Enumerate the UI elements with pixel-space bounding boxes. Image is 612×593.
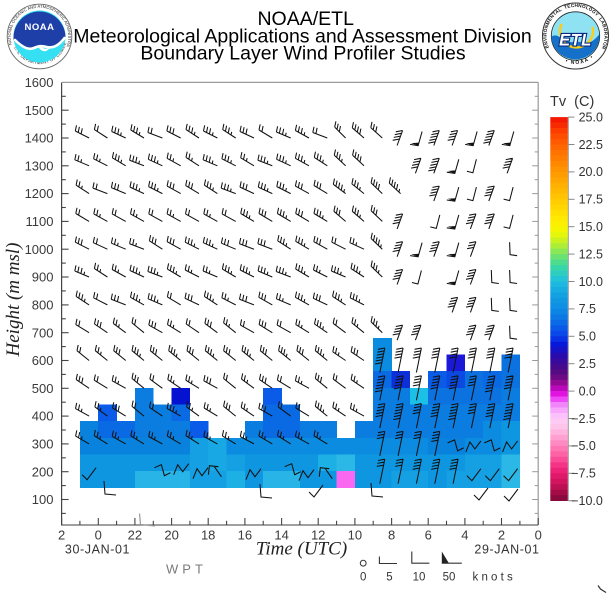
svg-text:16: 16 [238,528,252,543]
svg-text:300: 300 [32,437,54,452]
svg-text:NOAA: NOAA [25,22,55,33]
svg-text:0: 0 [360,572,366,584]
svg-text:knots: knots [473,572,517,584]
svg-text:600: 600 [32,353,54,368]
svg-text:WPT: WPT [166,562,207,577]
svg-text:0: 0 [535,528,542,543]
svg-text:10: 10 [413,572,426,584]
svg-text:12: 12 [311,528,325,543]
svg-text:800: 800 [32,298,54,313]
svg-text:1200: 1200 [25,186,54,201]
svg-text:Time (UTC): Time (UTC) [256,539,347,560]
svg-text:14: 14 [274,528,288,543]
svg-text:30-JAN-01: 30-JAN-01 [65,543,130,557]
svg-text:5.0: 5.0 [579,330,596,344]
svg-text:50: 50 [443,572,456,584]
svg-text:18: 18 [201,528,215,543]
svg-text:Tv (C): Tv (C) [550,94,594,110]
svg-text:0: 0 [95,528,102,543]
svg-text:2: 2 [58,528,65,543]
svg-text:0.0: 0.0 [579,384,596,398]
svg-text:6: 6 [425,528,432,543]
svg-text:1600: 1600 [25,75,54,90]
svg-text:20.0: 20.0 [579,165,603,179]
svg-text:−5.0: −5.0 [571,439,596,453]
svg-text:1100: 1100 [26,214,54,229]
svg-text:1400: 1400 [25,131,54,146]
svg-text:22: 22 [128,528,142,543]
svg-text:1000: 1000 [25,242,54,257]
svg-text:1500: 1500 [25,103,54,118]
svg-text:400: 400 [32,409,54,424]
svg-text:Boundary Layer Wind Profiler S: Boundary Layer Wind Profiler Studies [140,43,465,65]
svg-text:100: 100 [32,492,54,507]
svg-text:12.5: 12.5 [579,247,603,261]
svg-text:22.5: 22.5 [579,138,603,152]
svg-text:−2.5: −2.5 [571,412,596,426]
svg-text:2: 2 [498,528,505,543]
svg-text:900: 900 [32,270,54,285]
svg-text:Meteorological Applications an: Meteorological Applications and Assessme… [73,25,532,47]
svg-text:29-JAN-01: 29-JAN-01 [474,543,539,557]
svg-text:−7.5: −7.5 [571,467,596,481]
svg-text:5: 5 [386,572,392,584]
svg-text:20: 20 [164,528,178,543]
svg-text:Height (m msl): Height (m msl) [3,243,24,358]
svg-text:10: 10 [348,528,362,543]
svg-text:17.5: 17.5 [579,193,603,207]
svg-text:2.5: 2.5 [579,357,596,371]
svg-text:200: 200 [32,464,54,479]
svg-text:1300: 1300 [25,158,54,173]
svg-text:ETL: ETL [559,32,592,50]
svg-text:8: 8 [388,528,395,543]
svg-text:25.0: 25.0 [579,110,603,124]
svg-text:7.5: 7.5 [579,302,596,316]
svg-text:700: 700 [32,325,54,340]
svg-text:NOAA/ETL: NOAA/ETL [257,8,354,30]
svg-text:500: 500 [32,381,54,396]
svg-text:−10.0: −10.0 [571,494,603,508]
svg-text:15.0: 15.0 [579,220,603,234]
svg-text:4: 4 [461,528,468,543]
svg-text:10.0: 10.0 [579,275,603,289]
